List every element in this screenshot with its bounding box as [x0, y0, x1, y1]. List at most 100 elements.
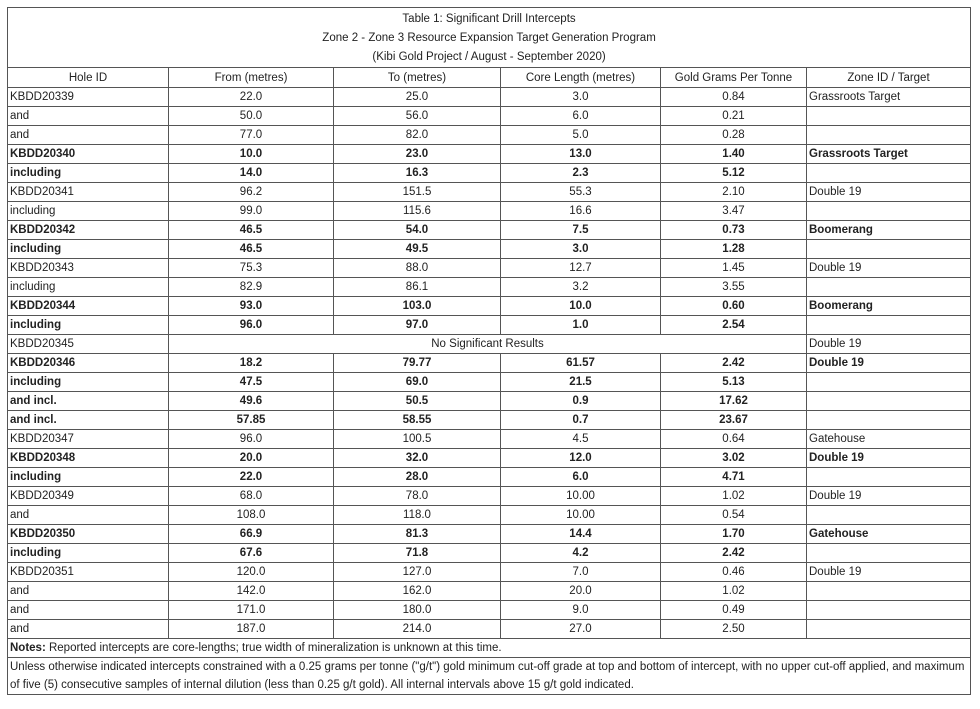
- to: 78.0: [333, 486, 501, 506]
- from: 171.0: [168, 600, 334, 620]
- from: 10.0: [168, 144, 334, 164]
- from: 47.5: [168, 372, 334, 392]
- gold-grade: 2.54: [660, 315, 807, 335]
- subtitle: (Kibi Gold Project / August - September …: [372, 51, 606, 63]
- zone: Double 19: [805, 353, 972, 373]
- gold-grade: 1.45: [660, 258, 807, 278]
- hole-id: including: [7, 467, 169, 487]
- hole-id: and: [7, 106, 169, 126]
- zone: [805, 410, 972, 430]
- from: 57.85: [168, 410, 334, 430]
- hole-id: including: [7, 201, 169, 221]
- gold-grade: 0.28: [660, 125, 807, 145]
- zone: [805, 277, 972, 297]
- gold-grade: 17.62: [660, 391, 807, 411]
- hole-id: KBDD20347: [7, 429, 169, 449]
- from: 46.5: [168, 220, 334, 240]
- hole-id: KBDD20349: [7, 486, 169, 506]
- core-length: 2.3: [500, 163, 661, 183]
- from: 142.0: [168, 581, 334, 601]
- to: 88.0: [333, 258, 501, 278]
- intercepts-table: Table 1: Significant Drill Intercepts Zo…: [6, 7, 972, 695]
- hole-id: and: [7, 505, 169, 525]
- core-length: 21.5: [500, 372, 661, 392]
- from: 18.2: [168, 353, 334, 373]
- core-length: 10.00: [500, 505, 661, 525]
- notes: Notes: Reported intercepts are core-leng…: [6, 638, 972, 658]
- notes-text: Reported intercepts are core-lengths; tr…: [48, 642, 502, 654]
- gold-grade: 1.28: [660, 239, 807, 259]
- gold-grade: 1.70: [660, 524, 807, 544]
- data-row: including 96.0 97.0 1.0 2.54: [7, 315, 972, 335]
- hole-id: including: [7, 163, 169, 183]
- hole-id: KBDD20342: [7, 220, 169, 240]
- hole-id: KBDD20340: [7, 144, 169, 164]
- core-length: 12.7: [500, 258, 661, 278]
- core-length: 0.9: [500, 391, 661, 411]
- gold-grade: 0.46: [660, 562, 807, 582]
- hole-id: and incl.: [7, 391, 169, 411]
- from: 77.0: [168, 125, 334, 145]
- hole-id: and: [7, 600, 169, 620]
- core-length: 7.5: [500, 220, 661, 240]
- from: 49.6: [168, 391, 334, 411]
- from: 82.9: [168, 277, 334, 297]
- from: 68.0: [168, 486, 334, 506]
- from: 22.0: [168, 467, 334, 487]
- zone: Gatehouse: [805, 524, 972, 544]
- notes-row: Notes: Reported intercepts are core-leng…: [6, 638, 972, 658]
- gold-grade: 23.67: [660, 410, 807, 430]
- hole-id: KBDD20343: [7, 258, 169, 278]
- column-header: Core Length (metres): [500, 67, 661, 88]
- to: 56.0: [333, 106, 501, 126]
- data-row: KBDD20342 46.5 54.0 7.5 0.73 Boomerang: [7, 220, 972, 240]
- zone: [805, 201, 972, 221]
- hole-id: KBDD20344: [7, 296, 169, 316]
- to: 25.0: [333, 87, 501, 107]
- to: 79.77: [333, 353, 501, 373]
- core-length: 0.7: [500, 410, 661, 430]
- zone: [805, 581, 972, 601]
- gold-grade: 0.54: [660, 505, 807, 525]
- core-length: 4.5: [500, 429, 661, 449]
- footer-text: Unless otherwise indicated intercepts co…: [6, 657, 972, 695]
- core-length: 10.0: [500, 296, 661, 316]
- data-row: KBDD20350 66.9 81.3 14.4 1.70 Gatehouse: [7, 524, 972, 544]
- data-row: KBDD20348 20.0 32.0 12.0 3.02 Double 19: [7, 448, 972, 468]
- from: 108.0: [168, 505, 334, 525]
- from: 120.0: [168, 562, 334, 582]
- gold-grade: 0.49: [660, 600, 807, 620]
- hole-id: KBDD20346: [7, 353, 169, 373]
- zone: [805, 106, 972, 126]
- data-row: and 77.0 82.0 5.0 0.28: [7, 125, 972, 145]
- zone: [805, 543, 972, 563]
- to: 71.8: [333, 543, 501, 563]
- zone: Double 19: [805, 182, 972, 202]
- data-row: including 67.6 71.8 4.2 2.42: [7, 543, 972, 563]
- data-row: KBDD20344 93.0 103.0 10.0 0.60 Boomerang: [7, 296, 972, 316]
- core-length: 1.0: [500, 315, 661, 335]
- gold-grade: 0.21: [660, 106, 807, 126]
- core-length: 6.0: [500, 106, 661, 126]
- data-row: and 187.0 214.0 27.0 2.50: [7, 619, 972, 639]
- data-row: including 47.5 69.0 21.5 5.13: [7, 372, 972, 392]
- data-row: KBDD20349 68.0 78.0 10.00 1.02 Double 19: [7, 486, 972, 506]
- to: 50.5: [333, 391, 501, 411]
- hole-id: including: [7, 239, 169, 259]
- gold-grade: 5.12: [660, 163, 807, 183]
- result-note: No Significant Results: [168, 334, 807, 354]
- data-row: KBDD20339 22.0 25.0 3.0 0.84 Grassroots Targe…: [7, 87, 972, 107]
- gold-grade: 0.60: [660, 296, 807, 316]
- zone: [805, 505, 972, 525]
- hole-id: KBDD20351: [7, 562, 169, 582]
- zone: Gatehouse: [805, 429, 972, 449]
- core-length: 3.0: [500, 239, 661, 259]
- from: 66.9: [168, 524, 334, 544]
- zone: [805, 239, 972, 259]
- from: 96.2: [168, 182, 334, 202]
- core-length: 3.0: [500, 87, 661, 107]
- data-row: KBDD20341 96.2 151.5 55.3 2.10 Double 19: [7, 182, 972, 202]
- from: 46.5: [168, 239, 334, 259]
- gold-grade: 2.42: [660, 353, 807, 373]
- from: 99.0: [168, 201, 334, 221]
